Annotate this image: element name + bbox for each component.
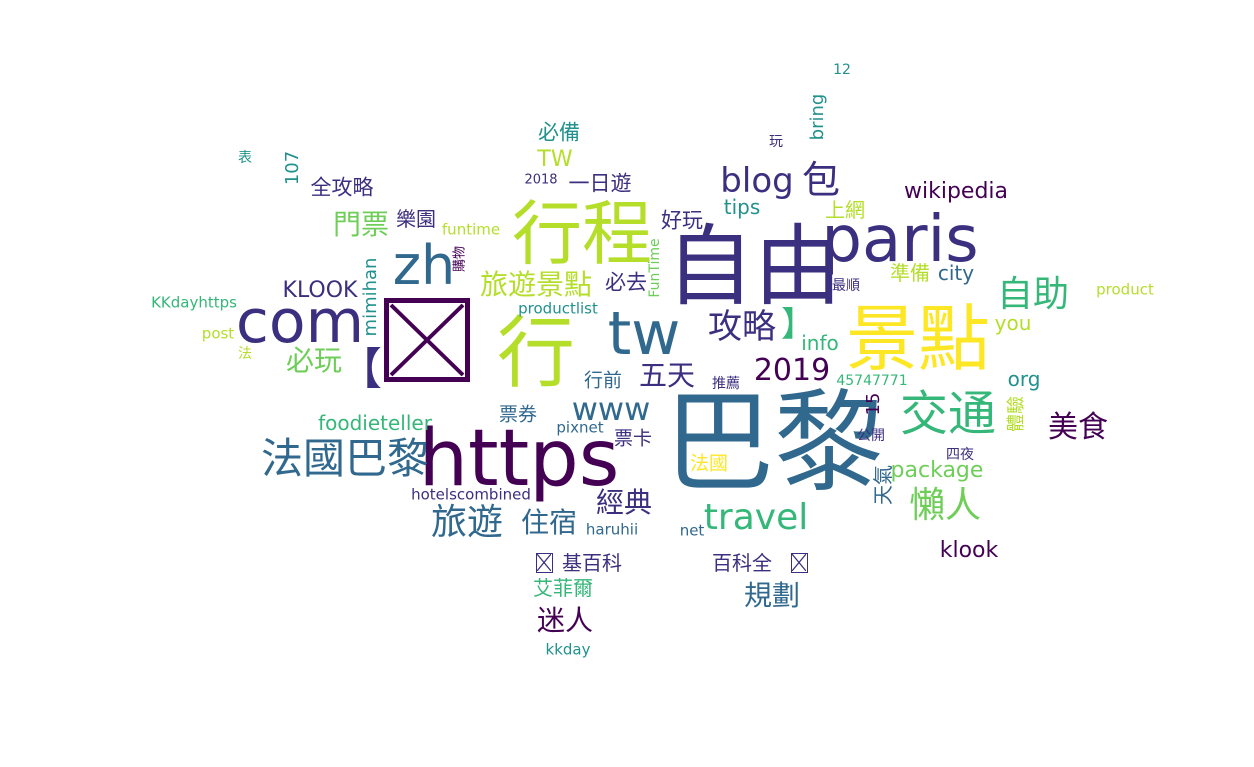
- word-bibei: 必備: [538, 120, 580, 145]
- missing-glyph-box-small-left: [536, 553, 553, 573]
- word-45747771: 45747771: [836, 373, 908, 389]
- word-biqu: 必去: [605, 270, 647, 295]
- word-wikipedia: wikipedia: [903, 179, 1009, 204]
- word-meishi: 美食: [1048, 410, 1108, 445]
- word-paris: paris: [821, 203, 979, 277]
- word-lvyoujingdian: 旅遊景點: [479, 268, 593, 301]
- word-gouwu: 購物: [452, 245, 468, 273]
- word-baikequan: 百科全: [712, 551, 772, 575]
- word-kkday: kkday: [545, 640, 591, 659]
- word-2019: 2019: [753, 353, 831, 388]
- word-faguobali: 法國巴黎: [260, 434, 430, 483]
- word-12: 12: [833, 62, 851, 78]
- word-wutian: 五天: [638, 359, 696, 392]
- word-tips: tips: [723, 195, 761, 219]
- word-ziyou: 自由: [665, 215, 843, 318]
- word-quangonglue: 全攻略: [310, 175, 374, 200]
- word-funtime: funtime: [441, 220, 501, 239]
- word-piaoquan: 票券: [498, 403, 538, 426]
- word-miren: 迷人: [536, 604, 594, 637]
- word-menpiao: 門票: [332, 208, 390, 241]
- word-foodieteller: foodieteller: [318, 411, 432, 435]
- word-leyuan: 樂園: [396, 207, 436, 231]
- word-guihua: 規劃: [743, 579, 801, 612]
- word-zuishun: 最順: [832, 278, 860, 294]
- word-bali: 巴黎: [664, 379, 884, 507]
- word-blog: blog: [720, 161, 794, 201]
- missing-glyph-cross: [389, 303, 465, 377]
- word-fa: 法: [238, 346, 252, 362]
- word-yiriyou: 一日遊: [568, 171, 632, 196]
- word-you: you: [994, 311, 1032, 335]
- word-klook-upper: KLOOK: [282, 278, 358, 303]
- word-hotelscombined: hotelscombined: [411, 485, 531, 504]
- word-xingqian: 行前: [583, 369, 623, 392]
- word-107: 107: [282, 150, 303, 186]
- word-kkdayhttps: KKdayhttps: [151, 293, 237, 312]
- word-shangwang: 上網: [825, 198, 865, 222]
- word-lvyou: 旅遊: [430, 502, 504, 543]
- word-productlist: productlist: [518, 299, 598, 318]
- missing-glyph-cross-small-right: [792, 554, 806, 571]
- word-haruhii: haruhii: [585, 520, 639, 539]
- word-package: package: [890, 458, 984, 483]
- word-funtime-upper: FunTime: [647, 238, 663, 298]
- word-zhunbei: 準備: [890, 261, 930, 285]
- word-mimihan: mimihan: [360, 257, 381, 337]
- word-jibaike: 基百科: [562, 551, 622, 575]
- word-jingdian2: 經典: [595, 486, 653, 519]
- word-post: post: [201, 324, 235, 343]
- word-city: city: [937, 261, 975, 285]
- missing-glyph-cross-small-left: [537, 554, 551, 571]
- word-biao: 表: [238, 150, 252, 166]
- word-siye: 四夜: [946, 447, 974, 463]
- word-product: product: [1096, 280, 1154, 299]
- word-tuijian: 推薦: [712, 376, 740, 392]
- word-gonglue: 攻略: [708, 307, 776, 347]
- word-net: net: [679, 521, 705, 540]
- missing-glyph-box-large: [384, 298, 470, 382]
- bracket-right: 】: [781, 305, 815, 345]
- word-info: info: [801, 331, 839, 355]
- word-org: org: [1007, 367, 1041, 391]
- word-com: com: [235, 287, 365, 357]
- word-tiyan: 體驗: [1006, 396, 1027, 432]
- word-faguo: 法國: [689, 452, 729, 475]
- word-aifeier: 艾菲爾: [533, 576, 593, 600]
- word-jiaotong: 交通: [899, 386, 997, 442]
- word-https: https: [418, 414, 620, 504]
- word-haowan: 好玩: [661, 208, 703, 233]
- word-zizhu: 自助: [996, 274, 1070, 315]
- word-tianqi: 天氣: [871, 465, 895, 505]
- word-xingcheng: 行程: [512, 193, 652, 275]
- word-lanren: 懶人: [908, 485, 982, 526]
- word-bring: bring: [807, 93, 828, 141]
- word-bao: 包: [801, 158, 841, 202]
- word-tw: tw: [607, 299, 681, 369]
- word-travel: travel: [703, 497, 809, 538]
- word-klook: klook: [939, 538, 999, 563]
- bracket-left: 【: [338, 344, 382, 395]
- word-zh: zh: [392, 234, 456, 297]
- word-zhusu: 住宿: [520, 506, 578, 539]
- word-pixnet: pixnet: [556, 418, 604, 437]
- word-tw-upper: TW: [537, 147, 573, 172]
- word-biwan: 必玩: [285, 344, 343, 377]
- word-jingdian: 景點: [845, 297, 991, 381]
- word-www: www: [571, 390, 651, 428]
- missing-glyph-box-small-right: [791, 553, 808, 573]
- word-piaoka: 票卡: [613, 427, 653, 450]
- word-xing: 行: [496, 309, 576, 399]
- word-15: 15: [863, 392, 884, 416]
- word-wan: 玩: [769, 134, 783, 150]
- word-gongkai: 公開: [857, 428, 885, 444]
- word-2018: 2018: [524, 172, 558, 188]
